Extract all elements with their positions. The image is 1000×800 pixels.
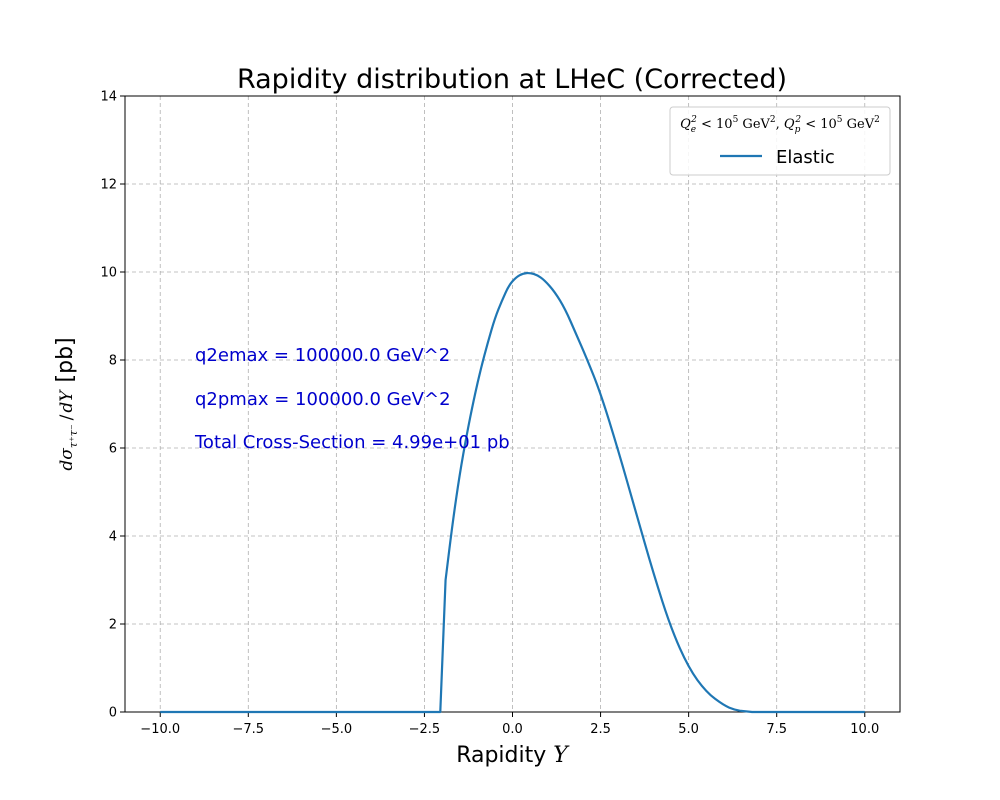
y-axis-label-slash: / [57, 414, 77, 420]
y-tick-label: 8 [109, 354, 117, 369]
x-tick-label: 0.0 [502, 722, 523, 737]
chart-title: Rapidity distribution at LHeC (Corrected… [237, 64, 787, 95]
y-axis-label-denominator: dY [57, 389, 77, 413]
y-tick-label: 14 [100, 90, 117, 105]
x-axis-ticks: −10.0 −7.5 −5.0 −2.5 0.0 2.5 5.0 7.5 10.0 [140, 712, 879, 737]
y-tick-label: 4 [109, 530, 117, 545]
legend: Qe2 < 105 GeV2, Qp2 < 105 GeV2 Elastic [669, 106, 891, 176]
y-axis-label-unit: [pb] [53, 337, 78, 382]
grid-lines [125, 96, 900, 712]
y-tick-label: 10 [100, 266, 117, 281]
x-tick-label: −7.5 [233, 722, 265, 737]
y-axis-ticks: 0 2 4 6 8 10 12 14 [100, 90, 125, 721]
x-tick-label: −5.0 [321, 722, 353, 737]
legend-title: Qe2 < 105 GeV2, Qp2 < 105 GeV2 [680, 115, 880, 135]
annotation-q2emax: q2emax = 100000.0 GeV^2 [195, 345, 450, 366]
x-tick-label: 2.5 [590, 722, 611, 737]
x-tick-label: 7.5 [766, 722, 787, 737]
legend-box [669, 106, 891, 176]
annotation-q2pmax: q2pmax = 100000.0 GeV^2 [195, 389, 451, 410]
y-axis-label: dστ⁺τ⁻/dY[pb] [53, 337, 80, 470]
legend-label-elastic: Elastic [776, 147, 835, 168]
x-tick-label: 5.0 [678, 722, 699, 737]
x-axis-label-var: Y [553, 743, 570, 768]
x-tick-label: −10.0 [140, 722, 180, 737]
x-axis-label-text: Rapidity [456, 743, 553, 768]
y-tick-label: 2 [109, 618, 117, 633]
series-line-elastic [160, 271, 865, 714]
y-axis-label-text: dστ⁺τ⁻/dY[pb] [53, 337, 80, 470]
x-tick-label: 10.0 [850, 722, 879, 737]
y-tick-label: 0 [109, 706, 117, 721]
x-tick-label: −2.5 [409, 722, 441, 737]
y-tick-label: 12 [100, 178, 117, 193]
y-tick-label: 6 [109, 442, 117, 457]
x-axis-label: Rapidity Y [456, 743, 570, 768]
annotation-total-cross-section: Total Cross-Section = 4.99e+01 pb [194, 432, 510, 453]
